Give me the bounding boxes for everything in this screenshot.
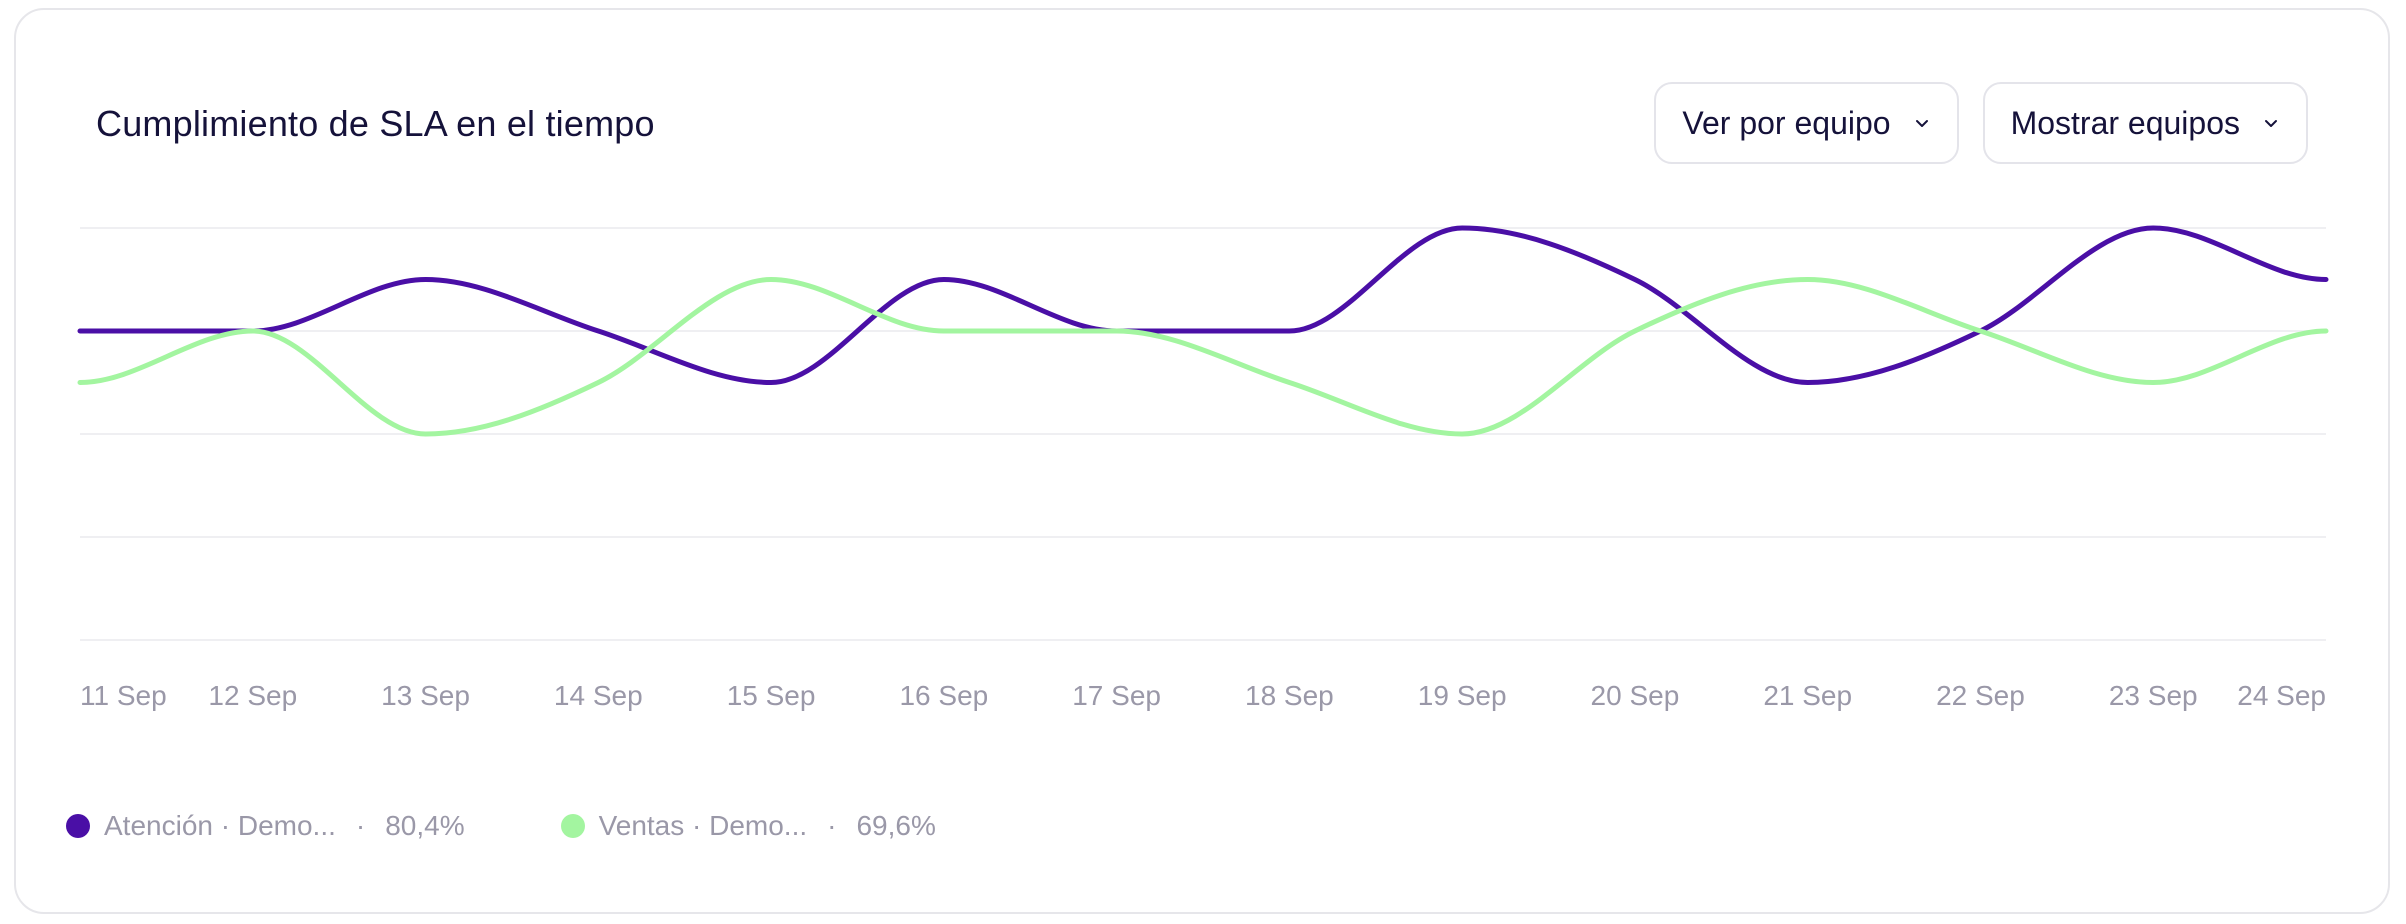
series-line-1[interactable] <box>77 225 2329 385</box>
chart-legend: Atención · Demo... · 80,4% Ventas · Demo...… <box>66 810 936 842</box>
x-tick-label: 23 Sep <box>2109 680 2198 711</box>
legend-series-name: Atención · Demo... <box>104 810 336 841</box>
x-tick-label: 13 Sep <box>381 680 470 711</box>
x-tick-label: 20 Sep <box>1591 680 1680 711</box>
legend-item-1[interactable]: Atención · Demo... · 80,4% <box>66 810 465 842</box>
legend-dot-icon <box>66 814 90 838</box>
x-tick-label: 12 Sep <box>208 680 297 711</box>
chart-title: Cumplimiento de SLA en el tiempo <box>96 103 655 144</box>
x-tick-label: 14 Sep <box>554 680 643 711</box>
legend-series-value: 80,4% <box>385 810 465 841</box>
x-tick-label: 21 Sep <box>1763 680 1852 711</box>
chevron-down-icon <box>1915 120 1928 127</box>
x-tick-label: 11 Sep <box>80 680 167 711</box>
x-tick-label: 16 Sep <box>899 680 988 711</box>
show-teams-dropdown[interactable]: Mostrar equipos <box>1982 82 2308 164</box>
x-tick-label: 19 Sep <box>1418 680 1507 711</box>
x-tick-label: 15 Sep <box>727 680 816 711</box>
legend-separator: · <box>827 810 837 841</box>
series-line-2[interactable] <box>77 277 2329 437</box>
x-axis-ticks: 11 Sep 12 Sep 13 Sep 14 Sep 15 Sep 16 Sep 17 S… <box>80 680 2326 711</box>
chart-controls: Ver por equipo Mostrar equipos <box>1654 82 2308 164</box>
sla-chart-card: Cumplimiento de SLA en el tiempo Ver por… <box>14 8 2390 914</box>
view-by-team-label: Ver por equipo <box>1682 104 1891 141</box>
legend-series-name: Ventas · Demo... <box>598 810 808 841</box>
x-tick-label: 22 Sep <box>1936 680 2025 711</box>
legend-separator: · <box>355 810 366 841</box>
show-teams-label: Mostrar equipos <box>2010 104 2240 141</box>
x-tick-label: 18 Sep <box>1245 680 1334 711</box>
chart-lines <box>77 225 2329 437</box>
x-tick-label: 24 Sep <box>2237 680 2326 711</box>
chevron-down-icon <box>2265 120 2277 127</box>
view-by-team-dropdown[interactable]: Ver por equipo <box>1654 82 1959 164</box>
x-tick-label: 17 Sep <box>1072 680 1161 711</box>
legend-dot-icon <box>560 814 585 838</box>
legend-item-2[interactable]: Ventas · Demo... · 69,6% <box>560 810 936 842</box>
legend-series-value: 69,6% <box>856 810 936 841</box>
